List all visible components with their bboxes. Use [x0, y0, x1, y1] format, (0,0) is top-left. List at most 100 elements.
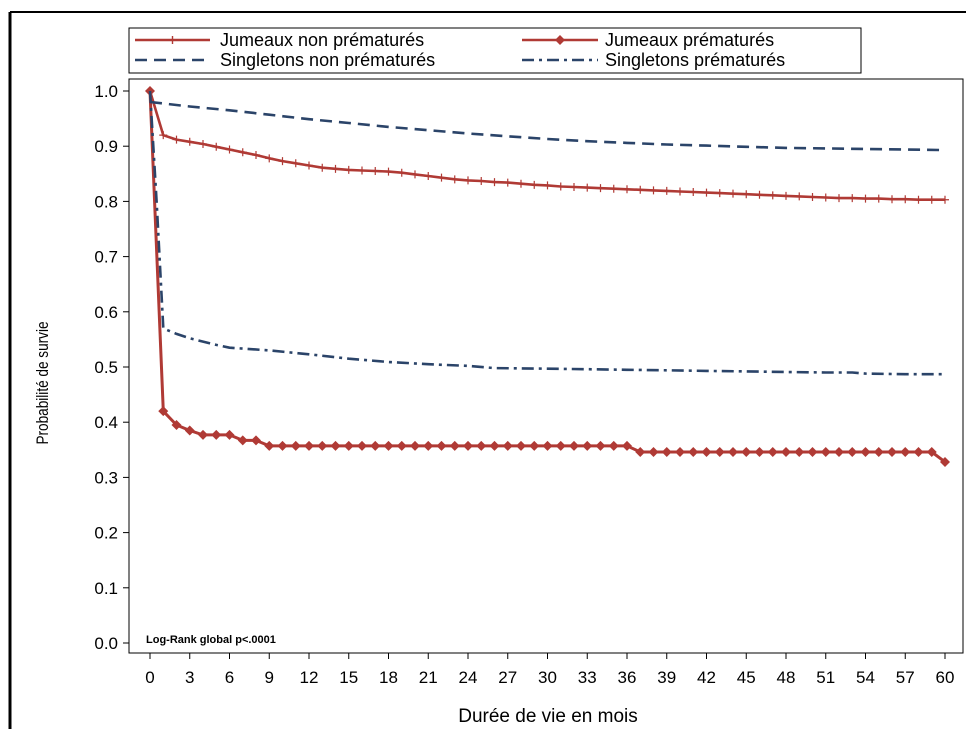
series-line-singletons-non-prematures [149, 100, 946, 152]
x-tick-label: 6 [225, 668, 234, 687]
y-axis-ticks: 0.0 0.1 0.2 0.3 0.4 0.5 0.6 0.7 0.8 0.9 1.0 [94, 82, 129, 653]
diamond-marker [264, 440, 275, 451]
plus-marker [702, 188, 711, 197]
plus-marker [755, 190, 764, 199]
plus-marker [914, 195, 923, 204]
plus-marker [861, 194, 870, 203]
legend-label: Jumeaux prématurés [605, 30, 774, 50]
x-tick-label: 42 [697, 668, 716, 687]
y-tick-label: 0.0 [94, 634, 118, 653]
x-tick-label: 57 [896, 668, 915, 687]
diamond-marker [582, 440, 593, 451]
plus-marker [609, 184, 618, 193]
diamond-marker [675, 447, 685, 458]
diamond-marker [251, 435, 261, 446]
plus-marker [464, 176, 472, 185]
diamond-marker [317, 440, 328, 451]
diamond-marker [198, 429, 208, 440]
x-tick-label: 0 [145, 668, 154, 687]
diamond-marker [926, 447, 937, 458]
plus-marker [530, 180, 539, 189]
plus-marker [384, 167, 393, 176]
x-tick-label: 3 [185, 668, 194, 687]
x-tick-label: 54 [856, 668, 875, 687]
diamond-marker [834, 447, 844, 458]
y-tick-label: 0.8 [94, 192, 118, 211]
plus-marker [331, 164, 340, 173]
x-tick-label: 33 [578, 668, 597, 687]
plus-marker [225, 145, 234, 154]
plus-marker [835, 194, 843, 203]
diamond-marker [357, 440, 367, 451]
legend-plus-marker [168, 36, 177, 44]
diamond-marker [913, 447, 924, 458]
plus-marker [199, 139, 207, 148]
legend-box [128, 27, 862, 74]
diamond-marker [410, 440, 420, 451]
plus-marker [450, 175, 459, 184]
series-line-singletons-prematures [148, 90, 945, 376]
plus-marker [623, 185, 631, 194]
plus-marker [517, 179, 525, 188]
diamond-marker [304, 440, 314, 451]
x-tick-label: 9 [265, 668, 274, 687]
diamond-marker [887, 447, 897, 458]
plus-marker [371, 167, 380, 176]
y-tick-label: 0.1 [94, 579, 118, 598]
x-tick-label: 60 [936, 668, 955, 687]
diamond-marker [661, 447, 672, 458]
x-tick-label: 48 [777, 668, 796, 687]
diamond-marker [741, 447, 752, 458]
diamond-marker [383, 440, 394, 451]
plus-marker [543, 181, 552, 190]
diamond-marker [237, 435, 248, 446]
diamond-marker [370, 440, 381, 451]
plus-marker [556, 182, 565, 191]
plus-marker [490, 178, 499, 187]
plus-marker [265, 154, 274, 163]
plus-marker [795, 192, 804, 201]
plus-marker [503, 178, 512, 187]
y-tick-label: 0.9 [94, 137, 118, 156]
y-tick-label: 0.5 [94, 358, 118, 377]
diamond-marker [847, 447, 858, 458]
x-tick-label: 39 [657, 668, 676, 687]
legend-label: Singletons prématurés [605, 50, 785, 70]
diamond-marker [781, 447, 791, 458]
x-tick-label: 30 [538, 668, 557, 687]
legend-label: Jumeaux non prématurés [220, 30, 424, 50]
plus-marker [159, 131, 168, 140]
plot-frame [128, 78, 964, 654]
x-tick-label: 24 [459, 668, 478, 687]
diamond-marker [728, 447, 738, 458]
diamond-marker [463, 440, 473, 451]
diamond-marker [476, 440, 487, 451]
y-tick-label: 0.2 [94, 524, 118, 543]
plus-marker [570, 183, 578, 192]
plus-marker [927, 195, 936, 204]
x-tick-label: 36 [618, 668, 637, 687]
diamond-marker [436, 440, 447, 451]
diamond-marker [648, 447, 659, 458]
plus-marker [874, 194, 883, 203]
diamond-marker [502, 440, 513, 451]
plus-marker [596, 184, 605, 193]
x-tick-label: 27 [498, 668, 517, 687]
series-lines [145, 86, 950, 467]
x-tick-label: 45 [737, 668, 756, 687]
plus-marker [477, 176, 486, 185]
diamond-marker [184, 425, 195, 436]
diamond-marker [569, 440, 579, 451]
y-tick-label: 0.3 [94, 468, 118, 487]
diamond-marker [542, 440, 553, 451]
x-tick-label: 18 [379, 668, 398, 687]
plus-marker [768, 191, 777, 200]
plus-marker [437, 173, 446, 182]
plus-marker [662, 186, 671, 195]
plus-marker [305, 161, 313, 170]
diamond-marker [489, 440, 500, 451]
y-tick-label: 0.6 [94, 303, 118, 322]
plus-marker [238, 148, 247, 157]
x-axis-ticks: 0 3 6 9 12 15 18 21 24 27 30 33 36 39 42 45 48 51 54 57 60 [145, 653, 954, 687]
diamond-marker [807, 447, 818, 458]
